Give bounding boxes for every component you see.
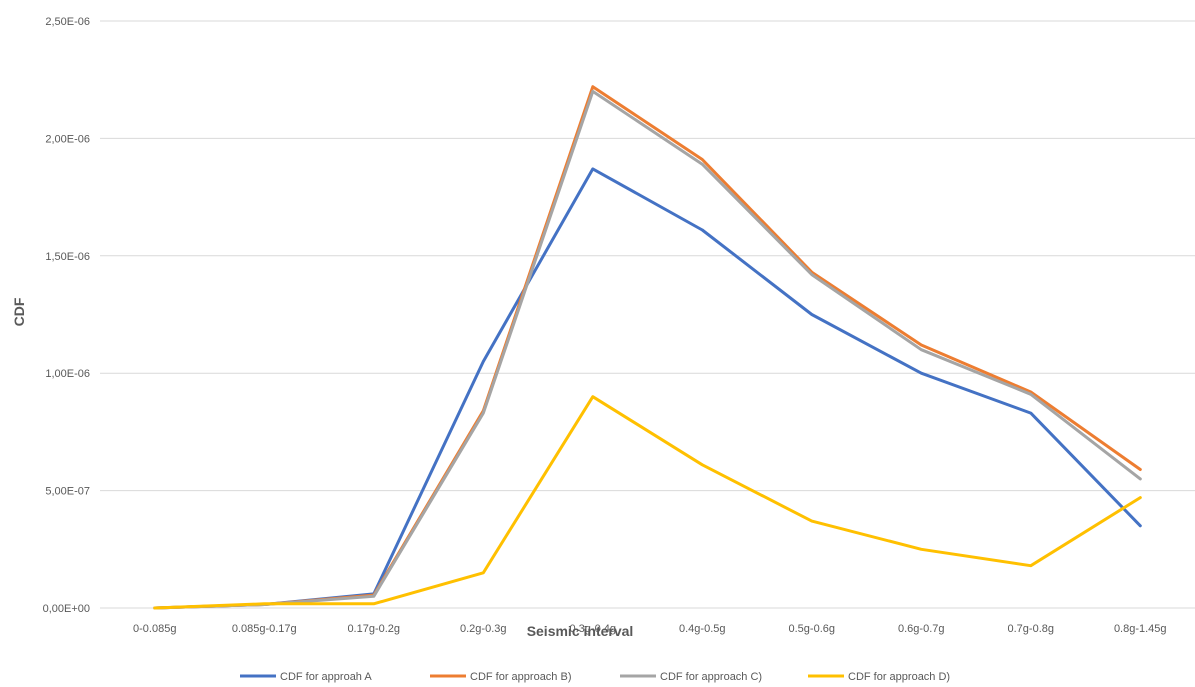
data-point xyxy=(920,343,923,347)
x-tick-label: 0.7g-0.8g xyxy=(1008,623,1054,635)
series-line xyxy=(153,89,1142,610)
x-tick-label: 0.8g-1.45g xyxy=(1114,623,1167,635)
x-tick-label: 0.2g-0.3g xyxy=(460,623,506,635)
data-point xyxy=(920,372,923,375)
data-point xyxy=(1029,411,1032,415)
data-point xyxy=(810,519,813,523)
data-point xyxy=(701,463,704,466)
data-point xyxy=(1029,564,1032,567)
x-tick-label: 0.085g-0.17g xyxy=(232,623,297,635)
series-lines xyxy=(153,85,1142,610)
data-point xyxy=(591,167,594,171)
series-line xyxy=(153,85,1142,610)
data-point xyxy=(263,602,266,605)
data-point xyxy=(701,163,704,166)
x-tick-label: 0.3g-0.4g xyxy=(570,623,616,635)
x-axis-ticks: 0-0.085g 0.085g-0.17g 0.17g-0.2g 0.2g-0.3g 0… xyxy=(133,623,1167,635)
legend-label: CDF for approach C) xyxy=(660,671,762,683)
data-point xyxy=(1139,477,1142,481)
series-line xyxy=(153,167,1142,610)
data-point xyxy=(591,85,594,88)
y-tick-label: 2,00E-06 xyxy=(45,133,90,145)
data-point xyxy=(1139,468,1142,471)
data-point xyxy=(920,548,923,551)
data-point xyxy=(591,90,594,93)
legend-label: CDF for approach D) xyxy=(848,671,950,683)
y-tick-label: 1,50E-06 xyxy=(45,251,90,263)
gridlines xyxy=(100,20,1195,609)
legend-label: CDF for approah A xyxy=(280,671,372,683)
legend-label: CDF for approach B) xyxy=(470,671,571,683)
y-tick-label: 0,00E+00 xyxy=(43,603,90,615)
series-line xyxy=(153,395,1142,610)
y-axis-title: CDF xyxy=(11,297,27,326)
data-point xyxy=(153,606,156,610)
data-point xyxy=(810,273,813,276)
x-tick-label: 0.4g-0.5g xyxy=(679,623,725,635)
x-tick-label: 0-0.085g xyxy=(133,623,176,635)
data-point xyxy=(372,595,375,598)
data-point xyxy=(701,158,704,161)
data-point xyxy=(920,348,923,351)
data-point xyxy=(482,411,485,415)
data-point xyxy=(1029,393,1032,396)
y-axis-ticks: 0,00E+00 5,00E-07 1,00E-06 1,50E-06 2,00E-06… xyxy=(43,16,90,615)
y-tick-label: 2,50E-06 xyxy=(45,16,90,28)
y-tick-label: 1,00E-06 xyxy=(45,368,90,380)
x-tick-label: 0.5g-0.6g xyxy=(789,623,835,635)
x-axis-title: Seismic interval xyxy=(527,623,634,639)
data-point xyxy=(482,360,485,363)
y-tick-label: 5,00E-07 xyxy=(45,486,90,498)
data-point xyxy=(810,313,813,316)
data-point xyxy=(1139,524,1142,528)
data-point xyxy=(1139,496,1142,499)
x-tick-label: 0.6g-0.7g xyxy=(898,623,944,635)
legend: CDF for approah A CDF for approach B) CDF … xyxy=(240,671,950,683)
data-point xyxy=(482,571,485,574)
x-tick-label: 0.17g-0.2g xyxy=(347,623,400,635)
data-point xyxy=(591,395,594,398)
data-point xyxy=(372,602,375,605)
data-point xyxy=(701,228,704,232)
